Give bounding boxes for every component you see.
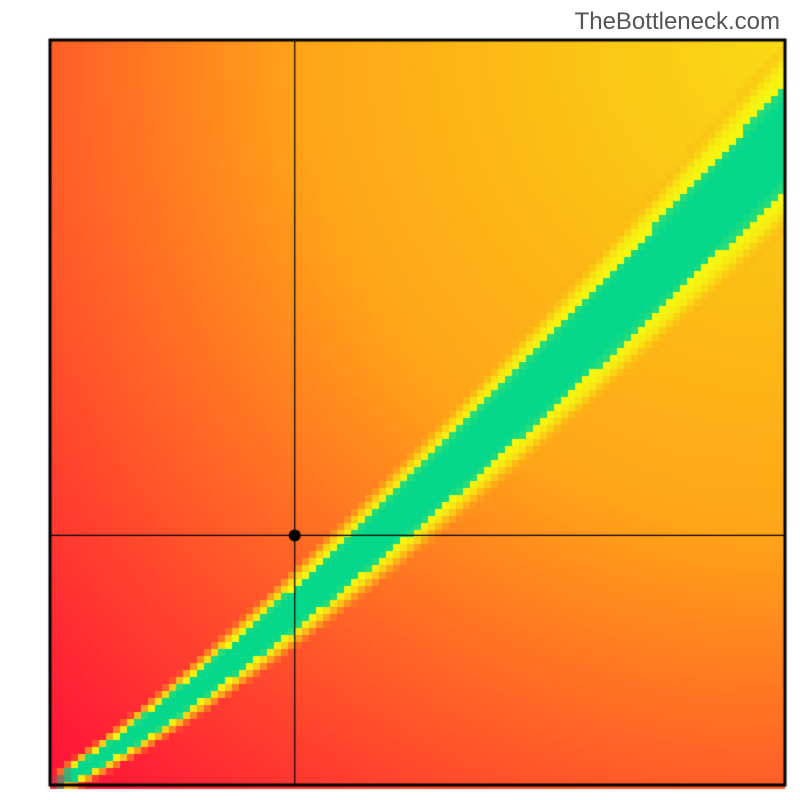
heatmap-canvas [0,0,800,800]
watermark-text: TheBottleneck.com [575,8,780,36]
chart-container: TheBottleneck.com [0,0,800,800]
